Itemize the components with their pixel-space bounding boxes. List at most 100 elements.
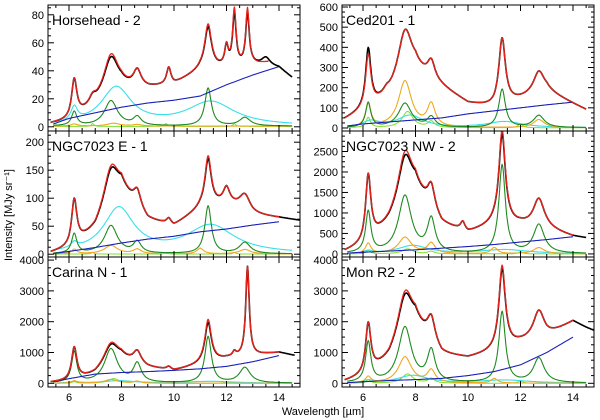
y-ticks: 0 20 40 60 80 <box>32 7 300 134</box>
y-tick-label: 200 <box>320 83 338 95</box>
y-tick-label: 3000 <box>20 286 44 298</box>
y-tick-label: 100 <box>26 193 44 205</box>
series-continuum <box>347 236 574 254</box>
y-tick-label: 1000 <box>314 347 338 359</box>
y-tick-label: 4000 <box>20 255 44 267</box>
y-tick-label: 0 <box>332 249 338 261</box>
x-tick-label: 12 <box>514 392 526 404</box>
y-tick-label: 600 <box>320 2 338 14</box>
y-tick-label: 1000 <box>314 208 338 220</box>
y-ticks: 0 100 200 300 400 500 600 <box>320 2 594 135</box>
y-ticks: 0 1000 2000 3000 4000 <box>314 255 594 390</box>
series-continuum <box>53 221 280 255</box>
x-tick-label: 14 <box>273 392 285 404</box>
panel-title: NGC7023 NW - 2 <box>346 138 456 154</box>
series-pah-cation <box>53 122 293 127</box>
series-lines <box>347 248 587 255</box>
panel-6: 6 8 10 12 14 0 1000 2000 3000 4000 Mon R2 - 2 <box>314 255 595 404</box>
series-pah-neutral <box>53 335 293 384</box>
panel-title: Horsehead - 2 <box>52 12 141 28</box>
y-tick-label: 0 <box>332 378 338 390</box>
series-continuum <box>347 101 574 127</box>
x-tick-label: 14 <box>567 392 579 404</box>
series-pah-cation <box>347 356 587 384</box>
y-axis-label: Intensity [MJy sr⁻¹] <box>3 169 15 261</box>
y-tick-label: 1000 <box>20 347 44 359</box>
series-observed <box>344 267 594 381</box>
y-tick-label: 4000 <box>314 255 338 267</box>
panel-title: Ced201 - 1 <box>346 12 415 28</box>
y-tick-label: 2000 <box>314 167 338 179</box>
series-model <box>50 155 280 252</box>
series-model <box>344 264 574 381</box>
panel-3: 0 50 100 150 200 NGC7023 E - 1 <box>26 130 301 261</box>
series-observed <box>50 157 300 253</box>
y-tick-label: 20 <box>32 94 44 106</box>
panel-title: Carina N - 1 <box>52 264 128 280</box>
y-ticks: 0 500 1000 1500 2000 2500 <box>314 130 594 261</box>
series-model <box>50 265 280 383</box>
panel-series <box>344 28 587 129</box>
y-tick-label: 2000 <box>314 317 338 329</box>
x-tick-label: 8 <box>412 392 418 404</box>
x-tick-label: 12 <box>220 392 232 404</box>
series-pah-cation <box>53 244 293 255</box>
panel-title: NGC7023 E - 1 <box>52 138 148 154</box>
x-tick-label: 10 <box>462 392 474 404</box>
x-tick-label: 6 <box>360 392 366 404</box>
x-tick-label: 8 <box>118 392 124 404</box>
series-pah-neutral <box>347 88 587 128</box>
series-continuum <box>53 355 280 383</box>
series-pah-neutral <box>347 163 587 254</box>
series-continuum <box>347 336 574 384</box>
series-model <box>344 28 587 119</box>
y-tick-label: 0 <box>332 123 338 135</box>
y-tick-label: 150 <box>26 165 44 177</box>
y-tick-label: 200 <box>26 137 44 149</box>
x-tick-label: 6 <box>66 392 72 404</box>
x-axis-label: Wavelength [µm] <box>282 406 364 418</box>
x-ticks: 6 8 10 12 14 <box>349 257 587 404</box>
x-ticks: 6 8 10 12 14 <box>55 257 293 404</box>
y-ticks: 0 1000 2000 3000 4000 <box>20 255 300 390</box>
panel-5: 6 8 10 12 14 0 1000 2000 3000 4000 Carina N - 1 <box>20 255 301 404</box>
panel-series <box>50 265 295 384</box>
y-tick-label: 1500 <box>314 187 338 199</box>
y-ticks: 0 50 100 150 200 <box>26 134 300 261</box>
y-tick-label: 40 <box>32 66 44 78</box>
y-tick-label: 0 <box>38 249 44 261</box>
y-tick-label: 500 <box>320 228 338 240</box>
series-pah-neutral <box>347 310 587 384</box>
panel-1: 0 20 40 60 80 Horsehead - 2 <box>32 4 301 134</box>
series-continuum <box>53 66 280 125</box>
y-tick-label: 0 <box>38 122 44 134</box>
y-tick-label: 500 <box>320 22 338 34</box>
series-pah-neutral <box>53 87 293 127</box>
y-tick-label: 0 <box>38 378 44 390</box>
y-tick-label: 60 <box>32 38 44 50</box>
y-tick-label: 400 <box>320 42 338 54</box>
y-tick-label: 80 <box>32 10 44 22</box>
y-tick-label: 50 <box>32 221 44 233</box>
panel-series <box>50 155 300 255</box>
y-tick-label: 3000 <box>314 286 338 298</box>
panel-series <box>344 264 594 384</box>
panel-2: 0 100 200 300 400 500 600 Ced201 - 1 <box>320 2 595 135</box>
y-tick-label: 2000 <box>20 317 44 329</box>
panel-4: 0 500 1000 1500 2000 2500 NGC7023 NW - 2 <box>314 130 595 261</box>
series-lines <box>347 110 587 129</box>
series-pah-cation <box>53 378 293 384</box>
y-tick-label: 100 <box>320 103 338 115</box>
y-tick-label: 2500 <box>314 146 338 158</box>
series-observed <box>50 265 295 383</box>
series-pah-neutral <box>53 205 293 255</box>
panel-series <box>50 6 293 127</box>
series-vsg <box>53 85 293 124</box>
y-tick-label: 300 <box>320 62 338 74</box>
panel-title: Mon R2 - 2 <box>346 264 415 280</box>
series-model <box>50 6 269 123</box>
series-model <box>344 131 574 251</box>
series-vsg <box>53 206 293 251</box>
